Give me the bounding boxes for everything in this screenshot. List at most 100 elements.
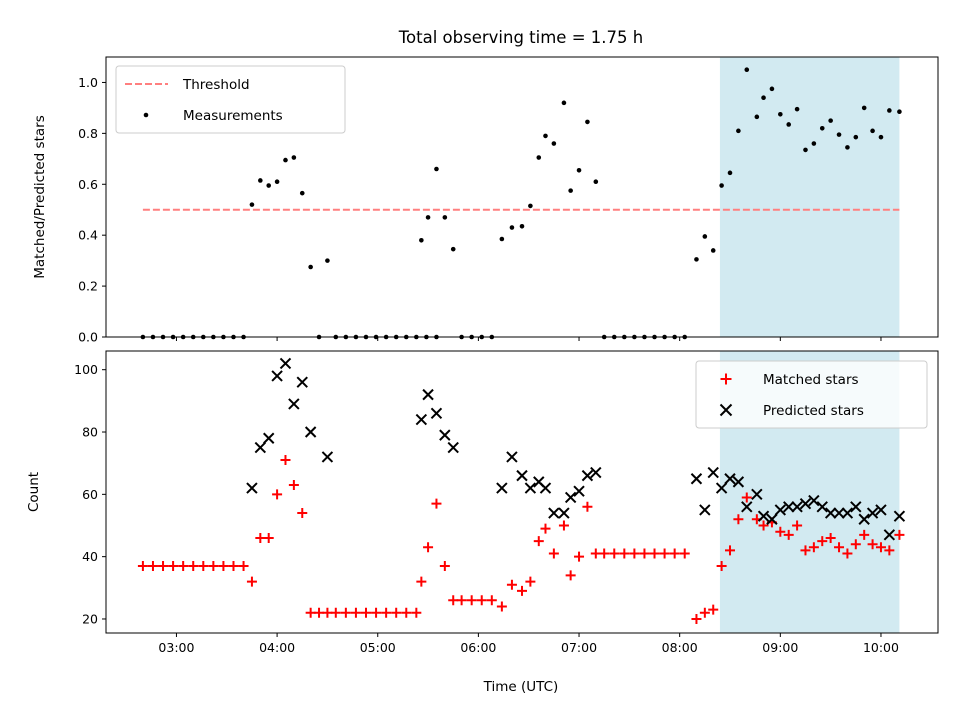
ratio-y-tick-label: 0.8 [78, 126, 98, 141]
predicted-star-point [766, 513, 778, 525]
measurement-point [434, 166, 439, 172]
predicted-star-point [524, 482, 537, 494]
matched-star-point [246, 576, 257, 587]
matched-star-point [525, 576, 536, 587]
measurement-point [274, 179, 280, 185]
legend-matched-swatch [720, 373, 732, 385]
count-x-ticks: 03:00 04:00 05:00 06:00 07:00 08:00 09:00 10:00 [158, 633, 899, 655]
predicted-star-point [564, 491, 577, 504]
measurement-point [897, 109, 902, 115]
measurement-point [727, 170, 733, 176]
measurement-point [719, 183, 724, 188]
measurement-point [853, 134, 859, 140]
ratio-y-axis-label: Matched/Predicted stars [32, 115, 48, 278]
measurement-point [836, 132, 842, 137]
matched-star-point [609, 548, 620, 559]
predicted-star-point [296, 376, 308, 388]
predicted-star-point [816, 501, 828, 513]
predicted-star-point [699, 504, 711, 516]
measurement-point [561, 100, 567, 106]
measurement-point [291, 155, 297, 160]
count-y-axis-label: Count [26, 472, 42, 512]
matched-star-point [381, 607, 392, 618]
measurement-point [536, 155, 542, 160]
matched-star-point [238, 561, 249, 572]
predicted-star-point [858, 513, 870, 525]
count-y-tick-label: 60 [82, 487, 98, 502]
legend-predicted-label: Predicted stars [763, 403, 864, 419]
measurement-point [543, 133, 548, 139]
predicted-star-point [833, 507, 845, 519]
predicted-star-point [741, 501, 753, 513]
predicted-star-point [263, 432, 275, 444]
predicted-star-point [715, 482, 728, 494]
matched-star-point [741, 492, 752, 503]
measurement-point [878, 134, 884, 140]
predicted-star-point [751, 488, 763, 501]
measurement-point [710, 248, 716, 253]
count-y-tick-label: 100 [74, 362, 98, 377]
matched-star-point [691, 613, 702, 624]
measurement-point [811, 141, 817, 146]
matched-star-point [448, 595, 459, 606]
matched-star-point [188, 561, 199, 572]
predicted-star-point [558, 507, 570, 519]
matched-star-point [255, 532, 266, 543]
measurement-point [509, 225, 515, 230]
count-panel-frame [105, 350, 939, 634]
measurement-point [519, 223, 525, 229]
matched-star-point [401, 607, 412, 618]
count-x-tick-label: 08:00 [662, 640, 698, 655]
count-legend: Matched stars Predicted stars [695, 360, 928, 429]
legend-measurements-label: Measurements [183, 108, 283, 124]
ratio-panel-frame [105, 56, 939, 338]
measurement-point [308, 264, 313, 270]
matched-star-point [486, 595, 497, 606]
ratio-y-ticks: 0.0 0.2 0.4 0.6 0.8 1.0 [78, 75, 106, 345]
predicted-star-point [321, 451, 334, 463]
measurement-point [694, 257, 699, 262]
matched-star-point [168, 561, 179, 572]
matched-star-point [679, 548, 690, 559]
matched-star-point [361, 607, 371, 618]
measurement-point [761, 95, 766, 101]
ratio-legend: Threshold Measurements [115, 65, 346, 134]
predicted-star-point [841, 507, 854, 519]
measurement-point [744, 67, 750, 73]
matched-star-point [574, 551, 585, 562]
matched-star-point [649, 548, 660, 559]
matched-star-point [859, 529, 870, 540]
matched-star-point [423, 542, 434, 553]
matched-star-point [558, 520, 569, 531]
matched-star-point [834, 542, 845, 553]
matched-star-point [639, 548, 650, 559]
measurement-point [870, 128, 875, 134]
matched-star-point [669, 548, 680, 559]
matched-star-point [506, 579, 517, 590]
matched-star-point [659, 548, 670, 559]
matched-star-point [297, 508, 308, 519]
predicted-star-point [850, 501, 862, 513]
observing-window-shade-top [719, 57, 900, 337]
measurement-point [702, 234, 708, 239]
matched-star-point [540, 523, 551, 534]
matched-star-point [867, 539, 878, 550]
matched-star-point [350, 607, 361, 618]
predicted-star-point [808, 494, 820, 507]
matched-star-point [288, 479, 299, 490]
matched-star-point [476, 595, 487, 606]
matched-star-point [178, 561, 189, 572]
count-panel: 20 40 60 80 100 03:00 04:00 05:00 06:00 07:00 08:… [26, 350, 939, 695]
predicted-star-point [883, 529, 896, 541]
matched-star-point [137, 561, 148, 572]
measurement-point [593, 179, 599, 185]
matched-star-point [272, 489, 283, 500]
ratio-y-tick-label: 1.0 [78, 75, 98, 90]
predicted-star-point [439, 429, 451, 441]
measurement-point [778, 111, 783, 117]
matched-star-point [733, 514, 744, 525]
matched-star-point [314, 607, 325, 618]
matched-star-point [416, 576, 427, 587]
predicted-star-point [724, 473, 736, 485]
matched-star-point [158, 561, 169, 572]
